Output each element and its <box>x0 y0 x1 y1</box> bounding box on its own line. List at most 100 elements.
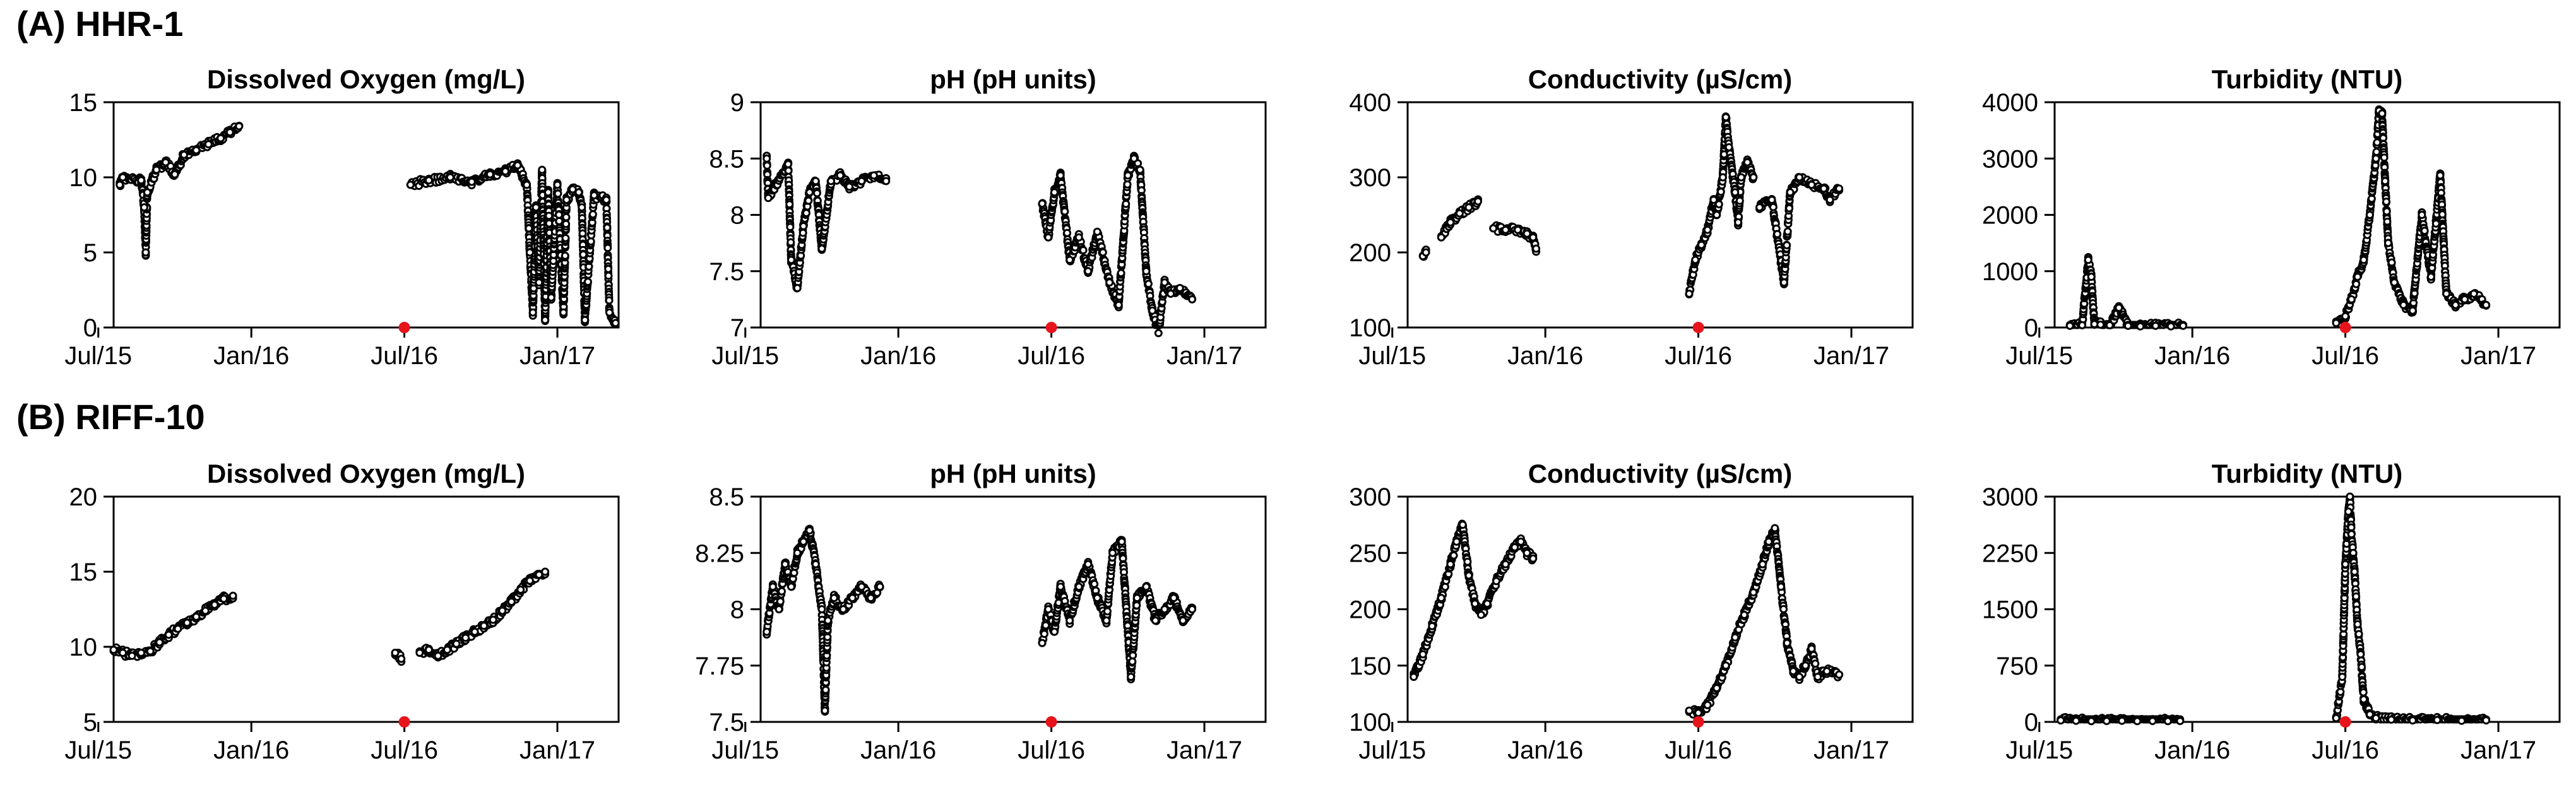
data-point <box>485 170 494 179</box>
y-tick-label: 100 <box>1349 709 1391 736</box>
data-point <box>768 582 777 591</box>
data-point <box>1458 521 1467 529</box>
data-point <box>2359 695 2368 704</box>
plot-frame <box>112 495 620 723</box>
data-point <box>498 606 507 615</box>
data-point <box>793 548 802 557</box>
panel-title: pH (pH units) <box>930 459 1096 488</box>
y-tick-label: 15 <box>69 89 98 117</box>
plot-frame <box>1406 101 1914 329</box>
data-point <box>1718 173 1727 182</box>
data-point <box>1721 113 1730 122</box>
x-tick-label: Jul/15 <box>2005 736 2073 764</box>
data-point <box>811 177 820 186</box>
data-point <box>1144 280 1153 288</box>
data-point <box>1758 560 1767 569</box>
data-point <box>829 594 838 603</box>
y-tick-label: 8.5 <box>709 145 744 173</box>
data-point <box>1807 644 1816 653</box>
data-point <box>611 319 620 328</box>
data-point <box>562 196 571 204</box>
data-point <box>784 166 793 175</box>
data-point <box>1835 184 1844 193</box>
data-point <box>1132 601 1141 610</box>
data-point <box>467 177 476 186</box>
data-point <box>2115 304 2123 312</box>
data-point <box>2436 171 2445 180</box>
data-point <box>1160 278 1169 287</box>
data-point <box>2123 321 2132 330</box>
data-point <box>1418 650 1427 659</box>
data-point <box>1529 233 1538 242</box>
x-tick-label: Jul/16 <box>1018 736 1085 764</box>
data-point <box>397 654 406 663</box>
red-marker <box>398 716 410 728</box>
data-point <box>2353 620 2362 629</box>
data-point <box>2482 716 2491 725</box>
data-point <box>1422 248 1430 257</box>
data-point <box>516 586 525 594</box>
data-points <box>2065 105 2491 331</box>
data-point <box>1437 594 1445 603</box>
data-point <box>1743 158 1752 167</box>
data-point <box>1050 188 1059 197</box>
data-point <box>1142 267 1151 276</box>
data-point <box>763 627 771 636</box>
data-point <box>2072 716 2080 725</box>
data-point <box>1736 173 1745 182</box>
data-point <box>1079 245 1088 254</box>
data-point <box>2378 109 2387 118</box>
data-point <box>143 188 151 197</box>
y-tick-label: 5 <box>83 239 97 267</box>
data-point <box>424 646 433 654</box>
data-point <box>777 587 786 596</box>
data-point <box>1785 204 1794 213</box>
data-point <box>2352 280 2361 288</box>
data-points <box>1410 519 1844 719</box>
data-point <box>2380 153 2389 162</box>
data-point <box>538 165 547 174</box>
data-point <box>2431 219 2440 228</box>
data-point <box>857 582 866 591</box>
data-point <box>1124 171 1132 180</box>
data-points <box>116 121 620 329</box>
y-tick-label: 200 <box>1349 596 1391 624</box>
data-point <box>602 196 611 204</box>
data-point <box>1464 203 1473 212</box>
data-point <box>2341 560 2350 569</box>
data-point <box>1093 227 1101 236</box>
data-point <box>805 188 814 197</box>
data-point <box>588 210 597 219</box>
data-point <box>1822 667 1831 676</box>
data-point <box>1166 289 1175 298</box>
data-point <box>1703 225 1712 234</box>
data-point <box>786 256 795 264</box>
data-point <box>161 158 170 167</box>
data-point <box>1731 633 1740 642</box>
data-point <box>1511 543 1519 552</box>
data-point <box>869 171 878 180</box>
data-point <box>1835 670 1844 679</box>
x-tick-label: Jul/16 <box>1018 342 1085 370</box>
data-point <box>1819 184 1828 193</box>
x-tick-label: Jan/16 <box>860 736 936 764</box>
data-point <box>2102 717 2111 726</box>
data-point <box>1463 557 1472 566</box>
x-tick-label: Jan/16 <box>213 736 289 764</box>
data-point <box>561 233 570 242</box>
y-tick-label: 10 <box>69 164 98 192</box>
data-point <box>2347 295 2356 304</box>
plot-frame <box>2053 495 2561 723</box>
data-point <box>2442 289 2451 298</box>
data-point <box>2346 492 2354 501</box>
data-point <box>824 616 833 625</box>
data-point <box>461 634 470 642</box>
x-tick-label: Jul/15 <box>711 736 779 764</box>
data-point <box>799 537 808 546</box>
panel-title: Conductivity (µS/cm) <box>1528 64 1793 94</box>
data-point <box>415 649 424 658</box>
data-point <box>1691 256 1700 264</box>
